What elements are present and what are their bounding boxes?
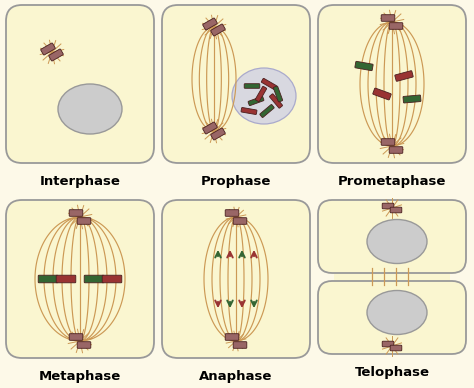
FancyBboxPatch shape: [203, 18, 217, 30]
FancyBboxPatch shape: [69, 210, 83, 216]
FancyBboxPatch shape: [255, 87, 267, 102]
FancyBboxPatch shape: [373, 88, 391, 100]
FancyBboxPatch shape: [381, 139, 395, 145]
FancyBboxPatch shape: [225, 210, 239, 216]
FancyBboxPatch shape: [77, 218, 91, 224]
FancyBboxPatch shape: [244, 84, 260, 88]
FancyBboxPatch shape: [318, 200, 466, 273]
Ellipse shape: [367, 220, 427, 263]
Bar: [334, 271, 450, 283]
FancyBboxPatch shape: [69, 334, 83, 340]
FancyBboxPatch shape: [273, 86, 283, 102]
Text: Prophase: Prophase: [201, 175, 271, 188]
FancyBboxPatch shape: [381, 15, 395, 21]
Ellipse shape: [58, 84, 122, 134]
FancyBboxPatch shape: [270, 94, 283, 108]
FancyBboxPatch shape: [225, 334, 239, 340]
Text: Telophase: Telophase: [355, 366, 429, 379]
FancyBboxPatch shape: [162, 5, 310, 163]
FancyBboxPatch shape: [233, 218, 247, 224]
FancyBboxPatch shape: [6, 200, 154, 358]
FancyBboxPatch shape: [318, 5, 466, 163]
FancyBboxPatch shape: [389, 147, 403, 153]
FancyBboxPatch shape: [395, 71, 413, 81]
Text: Anaphase: Anaphase: [199, 370, 273, 383]
FancyBboxPatch shape: [248, 96, 264, 106]
FancyBboxPatch shape: [203, 122, 217, 134]
Ellipse shape: [232, 68, 296, 124]
FancyBboxPatch shape: [211, 24, 225, 36]
Ellipse shape: [367, 291, 427, 334]
FancyBboxPatch shape: [77, 342, 91, 348]
Text: Metaphase: Metaphase: [39, 370, 121, 383]
Text: Interphase: Interphase: [39, 175, 120, 188]
FancyBboxPatch shape: [261, 78, 277, 90]
FancyBboxPatch shape: [382, 203, 394, 209]
FancyBboxPatch shape: [355, 61, 373, 71]
FancyBboxPatch shape: [241, 107, 257, 114]
FancyBboxPatch shape: [49, 49, 64, 61]
FancyBboxPatch shape: [56, 275, 76, 283]
FancyBboxPatch shape: [390, 345, 402, 351]
FancyBboxPatch shape: [6, 5, 154, 163]
FancyBboxPatch shape: [38, 275, 58, 283]
FancyBboxPatch shape: [162, 200, 310, 358]
FancyBboxPatch shape: [390, 207, 402, 213]
FancyBboxPatch shape: [260, 104, 274, 118]
FancyBboxPatch shape: [102, 275, 122, 283]
FancyBboxPatch shape: [389, 23, 403, 29]
FancyBboxPatch shape: [211, 128, 225, 140]
FancyBboxPatch shape: [318, 281, 466, 354]
FancyBboxPatch shape: [41, 43, 55, 55]
FancyBboxPatch shape: [84, 275, 104, 283]
FancyBboxPatch shape: [403, 95, 421, 103]
Text: Prometaphase: Prometaphase: [338, 175, 446, 188]
FancyBboxPatch shape: [382, 341, 394, 347]
FancyBboxPatch shape: [233, 342, 247, 348]
